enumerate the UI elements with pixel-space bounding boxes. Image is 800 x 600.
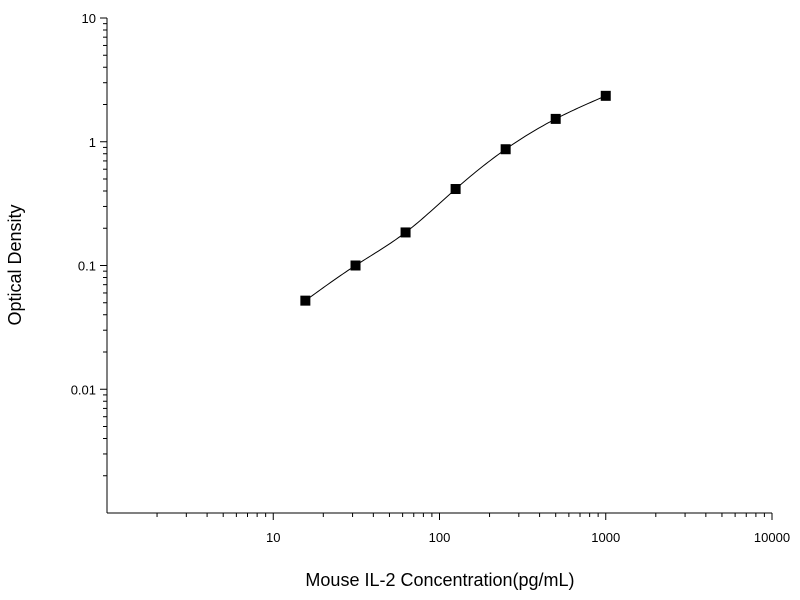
data-point (300, 295, 311, 306)
axes (106, 18, 772, 514)
y-tick-label: 0.1 (78, 259, 96, 274)
x-tick-label: 1000 (591, 530, 620, 545)
x-tick-label: 10 (266, 530, 280, 545)
data-point (550, 113, 561, 124)
y-tick-labels: 0.01 0.1 1 10 (71, 11, 96, 397)
y-tick-label: 10 (82, 11, 96, 26)
y-tick-label: 0.01 (71, 382, 96, 397)
data-points (300, 90, 611, 306)
data-point (350, 260, 361, 271)
y-tick-label: 1 (89, 135, 96, 150)
x-tick-label: 10000 (754, 530, 790, 545)
fit-curve-line (305, 95, 606, 302)
data-point (500, 144, 511, 155)
y-axis-title: Optical Density (5, 204, 25, 325)
data-point (450, 184, 461, 195)
data-point (400, 227, 411, 238)
x-axis-title: Mouse IL-2 Concentration(pg/mL) (305, 570, 574, 590)
data-point (600, 90, 611, 101)
x-tick-labels: 10 100 1000 10000 (266, 530, 790, 545)
x-ticks (156, 513, 773, 520)
x-tick-label: 100 (429, 530, 451, 545)
y-ticks (100, 17, 107, 477)
